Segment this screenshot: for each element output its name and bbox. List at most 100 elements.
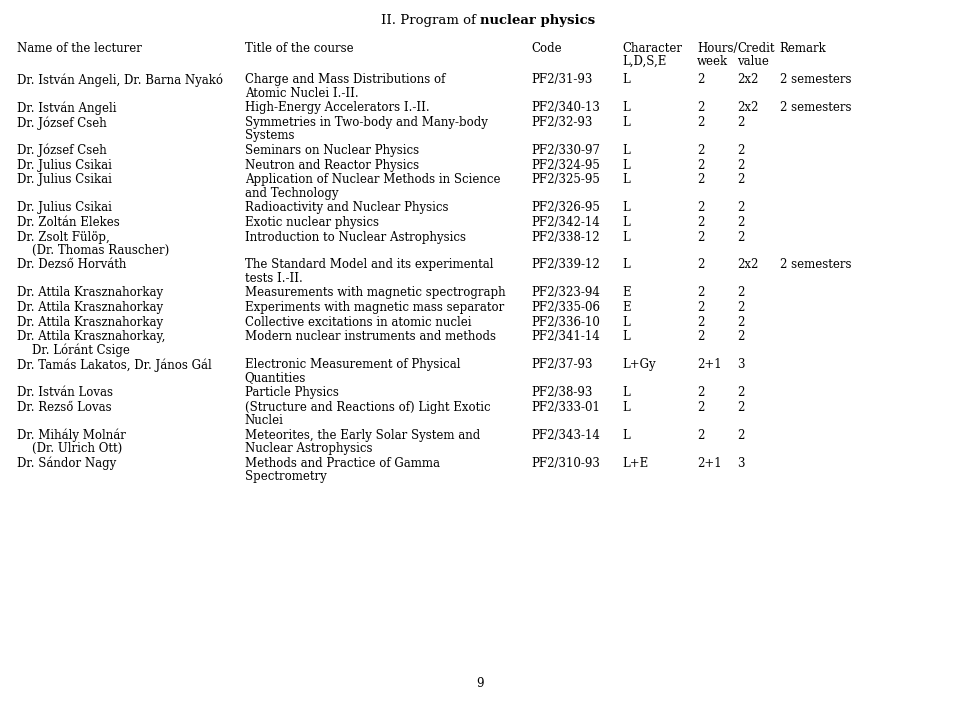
Text: Methods and Practice of Gamma: Methods and Practice of Gamma <box>245 457 440 470</box>
Text: Application of Nuclear Methods in Science: Application of Nuclear Methods in Scienc… <box>245 173 500 186</box>
Text: 2: 2 <box>737 159 745 171</box>
Text: PF2/38-93: PF2/38-93 <box>531 387 592 399</box>
Text: Credit: Credit <box>737 42 775 55</box>
Text: Dr. Dezső Horváth: Dr. Dezső Horváth <box>17 258 127 271</box>
Text: PF2/324-95: PF2/324-95 <box>531 159 600 171</box>
Text: Dr. Zoltán Elekes: Dr. Zoltán Elekes <box>17 216 120 229</box>
Text: and Technology: and Technology <box>245 186 338 200</box>
Text: Dr. József Cseh: Dr. József Cseh <box>17 144 107 157</box>
Text: Nuclei: Nuclei <box>245 414 283 427</box>
Text: L,D,S,E: L,D,S,E <box>622 55 666 68</box>
Text: tests I.-II.: tests I.-II. <box>245 272 302 285</box>
Text: Meteorites, the Early Solar System and: Meteorites, the Early Solar System and <box>245 429 480 442</box>
Text: E: E <box>622 301 631 314</box>
Text: PF2/325-95: PF2/325-95 <box>531 173 600 186</box>
Text: Dr. Attila Krasznahorkay: Dr. Attila Krasznahorkay <box>17 287 163 299</box>
Text: Dr. Julius Csikai: Dr. Julius Csikai <box>17 173 112 186</box>
Text: Title of the course: Title of the course <box>245 42 353 55</box>
Text: II. Program of: II. Program of <box>381 14 480 27</box>
Text: Character: Character <box>622 42 682 55</box>
Text: Particle Physics: Particle Physics <box>245 387 339 399</box>
Text: Systems: Systems <box>245 129 295 142</box>
Text: 2: 2 <box>697 74 705 86</box>
Text: Hours/: Hours/ <box>697 42 737 55</box>
Text: 3: 3 <box>737 358 745 372</box>
Text: Dr. József Cseh: Dr. József Cseh <box>17 116 107 130</box>
Text: L+Gy: L+Gy <box>622 358 656 372</box>
Text: Symmetries in Two-body and Many-body: Symmetries in Two-body and Many-body <box>245 116 488 129</box>
Text: 2: 2 <box>697 216 705 229</box>
Text: 3: 3 <box>737 457 745 470</box>
Text: Experiments with magnetic mass separator: Experiments with magnetic mass separator <box>245 301 504 314</box>
Text: 2: 2 <box>697 173 705 186</box>
Text: 2: 2 <box>737 216 745 229</box>
Text: Dr. István Lovas: Dr. István Lovas <box>17 387 113 399</box>
Text: 2: 2 <box>737 301 745 314</box>
Text: Dr. Julius Csikai: Dr. Julius Csikai <box>17 201 112 215</box>
Text: 2x2: 2x2 <box>737 101 758 114</box>
Text: 2x2: 2x2 <box>737 258 758 271</box>
Text: PF2/341-14: PF2/341-14 <box>531 331 600 343</box>
Text: 2: 2 <box>737 144 745 157</box>
Text: 2: 2 <box>697 258 705 271</box>
Text: (Dr. Thomas Rauscher): (Dr. Thomas Rauscher) <box>17 244 170 257</box>
Text: 2: 2 <box>737 116 745 129</box>
Text: PF2/330-97: PF2/330-97 <box>531 144 600 157</box>
Text: PF2/323-94: PF2/323-94 <box>531 287 600 299</box>
Text: 2: 2 <box>697 429 705 442</box>
Text: Dr. Lóránt Csige: Dr. Lóránt Csige <box>17 343 131 358</box>
Text: L: L <box>622 258 630 271</box>
Text: PF2/31-93: PF2/31-93 <box>531 74 592 86</box>
Text: Code: Code <box>531 42 562 55</box>
Text: L+E: L+E <box>622 457 648 470</box>
Text: Dr. Julius Csikai: Dr. Julius Csikai <box>17 159 112 171</box>
Text: PF2/338-12: PF2/338-12 <box>531 231 599 244</box>
Text: L: L <box>622 401 630 414</box>
Text: 2: 2 <box>737 331 745 343</box>
Text: 2: 2 <box>697 201 705 215</box>
Text: Charge and Mass Distributions of: Charge and Mass Distributions of <box>245 74 445 86</box>
Text: L: L <box>622 216 630 229</box>
Text: PF2/342-14: PF2/342-14 <box>531 216 600 229</box>
Text: Collective excitations in atomic nuclei: Collective excitations in atomic nuclei <box>245 316 471 329</box>
Text: 2: 2 <box>737 316 745 329</box>
Text: 2: 2 <box>697 331 705 343</box>
Text: 2: 2 <box>737 387 745 399</box>
Text: Measurements with magnetic spectrograph: Measurements with magnetic spectrograph <box>245 287 505 299</box>
Text: Quantities: Quantities <box>245 372 306 384</box>
Text: Remark: Remark <box>780 42 827 55</box>
Text: L: L <box>622 74 630 86</box>
Text: 2: 2 <box>737 201 745 215</box>
Text: 2+1: 2+1 <box>697 457 722 470</box>
Text: L: L <box>622 231 630 244</box>
Text: PF2/326-95: PF2/326-95 <box>531 201 600 215</box>
Text: Dr. Attila Krasznahorkay: Dr. Attila Krasznahorkay <box>17 316 163 329</box>
Text: PF2/336-10: PF2/336-10 <box>531 316 600 329</box>
Text: Dr. Sándor Nagy: Dr. Sándor Nagy <box>17 457 116 470</box>
Text: Spectrometry: Spectrometry <box>245 470 326 483</box>
Text: L: L <box>622 429 630 442</box>
Text: PF2/37-93: PF2/37-93 <box>531 358 592 372</box>
Text: Radioactivity and Nuclear Physics: Radioactivity and Nuclear Physics <box>245 201 448 215</box>
Text: Nuclear Astrophysics: Nuclear Astrophysics <box>245 442 372 455</box>
Text: 2: 2 <box>697 387 705 399</box>
Text: Dr. Mihály Molnár: Dr. Mihály Molnár <box>17 429 126 442</box>
Text: Seminars on Nuclear Physics: Seminars on Nuclear Physics <box>245 144 419 157</box>
Text: 2: 2 <box>737 231 745 244</box>
Text: Dr. István Angeli, Dr. Barna Nyakó: Dr. István Angeli, Dr. Barna Nyakó <box>17 74 224 87</box>
Text: Dr. Attila Krasznahorkay: Dr. Attila Krasznahorkay <box>17 301 163 314</box>
Text: PF2/333-01: PF2/333-01 <box>531 401 600 414</box>
Text: (Dr. Ulrich Ott): (Dr. Ulrich Ott) <box>17 442 123 455</box>
Text: The Standard Model and its experimental: The Standard Model and its experimental <box>245 258 493 271</box>
Text: value: value <box>737 55 769 68</box>
Text: L: L <box>622 316 630 329</box>
Text: Modern nuclear instruments and methods: Modern nuclear instruments and methods <box>245 331 495 343</box>
Text: Dr. Rezső Lovas: Dr. Rezső Lovas <box>17 401 112 414</box>
Text: PF2/340-13: PF2/340-13 <box>531 101 600 114</box>
Text: PF2/310-93: PF2/310-93 <box>531 457 600 470</box>
Text: Neutron and Reactor Physics: Neutron and Reactor Physics <box>245 159 419 171</box>
Text: week: week <box>697 55 728 68</box>
Text: L: L <box>622 173 630 186</box>
Text: 2: 2 <box>697 287 705 299</box>
Text: 2 semesters: 2 semesters <box>780 258 851 271</box>
